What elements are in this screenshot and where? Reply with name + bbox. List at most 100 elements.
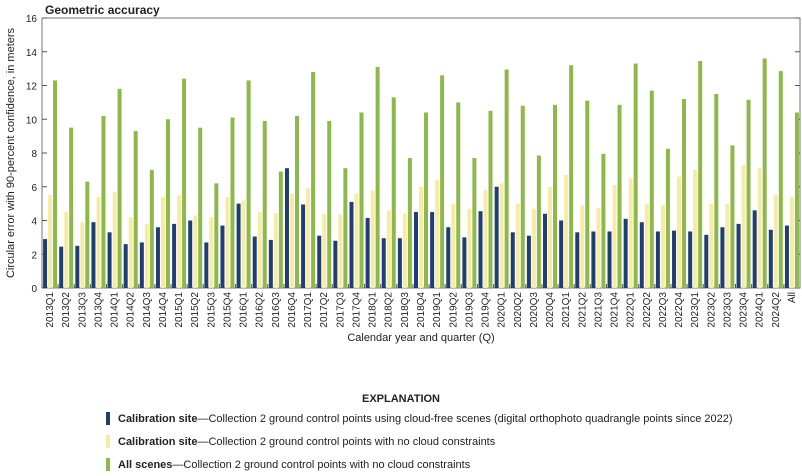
y-tick-label: 0 xyxy=(31,284,37,295)
x-tick-label: 2017Q4 xyxy=(351,292,362,328)
x-tick-label: 2019Q2 xyxy=(448,292,459,328)
bar xyxy=(483,190,488,288)
bar xyxy=(177,195,182,288)
x-tick-label: 2016Q1 xyxy=(239,292,250,328)
x-tick-label: 2013Q2 xyxy=(61,292,72,328)
bar xyxy=(633,63,638,288)
bar xyxy=(628,178,633,288)
x-tick-label: 2016Q2 xyxy=(255,292,266,328)
bar xyxy=(182,78,187,288)
bar xyxy=(149,169,154,288)
x-tick-label: 2022Q2 xyxy=(642,292,653,328)
legend-name: Calibration site xyxy=(118,436,197,448)
x-tick-label: 2023Q4 xyxy=(739,292,750,328)
bar xyxy=(526,235,531,288)
bar xyxy=(349,201,354,288)
chart-title: Geometric accuracy xyxy=(45,3,160,17)
bar xyxy=(704,234,709,288)
x-tick-label: 2015Q4 xyxy=(222,292,233,328)
x-tick-label: 2013Q1 xyxy=(45,292,56,328)
bar xyxy=(386,210,391,288)
legend-swatch xyxy=(106,458,110,471)
bar xyxy=(402,213,407,288)
bar xyxy=(59,246,64,288)
bar xyxy=(343,168,348,288)
legend-swatch xyxy=(106,412,110,425)
bar xyxy=(165,119,170,288)
bar xyxy=(794,112,799,288)
bar xyxy=(419,186,423,288)
bar xyxy=(494,186,499,288)
x-tick-label: 2019Q1 xyxy=(432,292,443,328)
bar xyxy=(278,171,283,288)
bar xyxy=(407,158,412,288)
bar xyxy=(639,222,644,288)
bar xyxy=(757,168,762,288)
y-tick-label: 2 xyxy=(31,250,37,261)
x-tick-label: 2019Q3 xyxy=(464,292,475,328)
x-tick-label: All xyxy=(787,292,798,303)
bar xyxy=(354,193,359,288)
bar xyxy=(575,232,580,288)
bar xyxy=(160,196,165,288)
bar xyxy=(644,203,649,288)
x-tick-label: 2018Q1 xyxy=(368,292,379,328)
bar xyxy=(91,222,96,288)
bar xyxy=(655,231,660,288)
y-tick-label: 10 xyxy=(26,115,38,126)
x-tick-label: 2016Q4 xyxy=(287,292,298,328)
legend-name: Calibration site xyxy=(118,413,197,425)
bar xyxy=(257,212,262,288)
bar xyxy=(209,217,214,288)
x-tick-label: 2022Q4 xyxy=(674,292,685,328)
bar xyxy=(225,196,230,288)
bar xyxy=(112,191,117,288)
bar xyxy=(580,205,585,288)
bar xyxy=(306,188,311,288)
bar xyxy=(144,223,149,288)
bar xyxy=(172,223,177,288)
bar xyxy=(778,71,783,288)
x-tick-label: 2019Q4 xyxy=(481,292,492,328)
bar xyxy=(510,232,515,288)
bar xyxy=(607,231,612,288)
bar xyxy=(69,127,74,288)
bar xyxy=(520,105,525,288)
bar xyxy=(741,164,746,288)
legend-entry: All scenes—Collection 2 ground control p… xyxy=(118,459,471,471)
bar xyxy=(446,227,451,288)
bar xyxy=(252,236,257,288)
x-tick-label: 2017Q2 xyxy=(319,292,330,328)
bar xyxy=(472,158,477,288)
bar xyxy=(64,212,69,288)
bar xyxy=(424,112,428,288)
x-tick-label: 2024Q2 xyxy=(771,292,782,328)
bar xyxy=(617,104,622,288)
bar xyxy=(698,61,703,288)
bar xyxy=(488,110,493,288)
bar xyxy=(773,195,778,288)
bar xyxy=(96,196,101,288)
bar xyxy=(107,232,112,288)
x-tick-label: 2020Q3 xyxy=(529,292,540,328)
x-tick-label: 2013Q3 xyxy=(77,292,88,328)
x-tick-label: 2017Q3 xyxy=(335,292,346,328)
y-tick-label: 14 xyxy=(26,48,38,59)
x-tick-label: 2020Q1 xyxy=(497,292,508,328)
bar xyxy=(327,120,332,288)
bar xyxy=(553,104,558,288)
bar xyxy=(585,100,590,288)
x-tick-label: 2015Q2 xyxy=(190,292,201,328)
bar xyxy=(665,148,670,288)
x-tick-label: 2023Q1 xyxy=(690,292,701,328)
bar xyxy=(435,180,440,288)
bar xyxy=(301,204,306,288)
bar xyxy=(48,195,53,288)
bar xyxy=(499,183,504,288)
bar xyxy=(370,190,375,288)
bar xyxy=(101,115,106,288)
bar xyxy=(752,210,757,288)
bar xyxy=(515,203,520,288)
bar xyxy=(569,65,574,288)
